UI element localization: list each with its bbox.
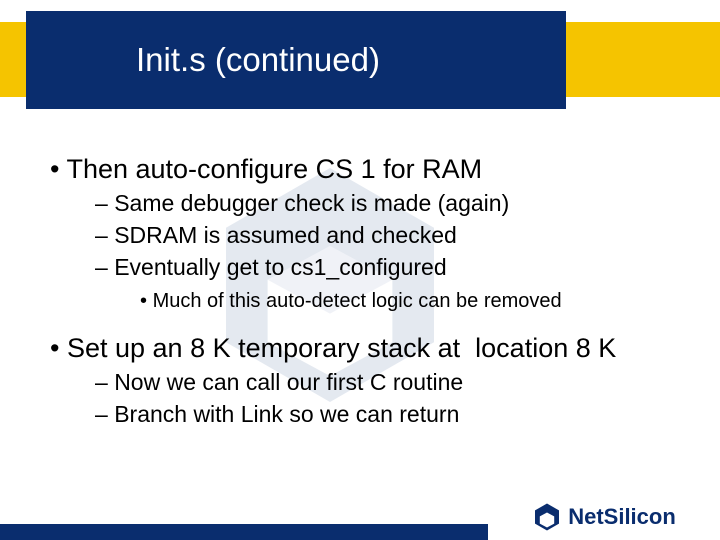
bullet-level1: Set up an 8 K temporary stack at locatio… [50, 332, 680, 366]
logo-box: NetSilicon [488, 494, 720, 540]
netsilicon-logo-icon [532, 502, 562, 532]
content-area: Then auto-configure CS 1 for RAM Same de… [40, 135, 680, 430]
bullet-level1: Then auto-configure CS 1 for RAM [50, 153, 680, 187]
title-box: Init.s (continued) [26, 11, 566, 109]
bullet-level2: Eventually get to cs1_configured [95, 253, 680, 283]
bullet-level3: Much of this auto-detect logic can be re… [140, 288, 680, 314]
bullet-level2: SDRAM is assumed and checked [95, 221, 680, 251]
bullet-level2: Now we can call our first C routine [95, 368, 680, 398]
bullet-level2: Branch with Link so we can return [95, 400, 680, 430]
bullet-level2: Same debugger check is made (again) [95, 189, 680, 219]
slide-title: Init.s (continued) [136, 41, 380, 79]
logo-text: NetSilicon [568, 504, 676, 530]
